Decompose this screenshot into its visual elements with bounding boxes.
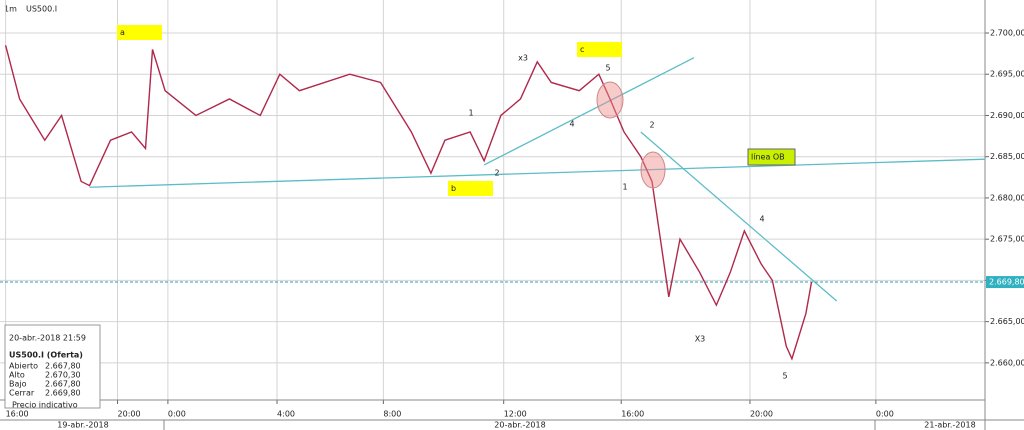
x-tick-label: 0:00 [876, 410, 894, 419]
info-key: Bajo [9, 380, 27, 389]
date-label: 21-abr.-2018 [924, 421, 975, 430]
x-tick-label: 20:00 [118, 410, 141, 419]
trendline [640, 131, 838, 302]
x-tick-label: 8:00 [383, 410, 401, 419]
trendline [89, 158, 986, 188]
label-box [117, 25, 162, 40]
wave-label: x3 [518, 54, 528, 63]
info-key: Alto [9, 371, 25, 380]
symbol: US500.I [26, 5, 57, 14]
x-tick-label: 16:00 [621, 410, 644, 419]
wave-label: X3 [695, 335, 706, 344]
highlight [596, 81, 624, 119]
y-tick-label: 2.685,00 [990, 152, 1024, 161]
box-label: c [580, 45, 584, 54]
wave-label: 2 [649, 121, 654, 130]
y-tick-label: 2.700,00 [990, 28, 1024, 37]
y-tick-label: 2.665,00 [990, 317, 1024, 326]
trendline [483, 57, 695, 166]
wave-label: 5 [782, 372, 787, 381]
info-note: Precio indicativo [12, 401, 78, 410]
x-tick-label: 20:00 [750, 410, 773, 419]
wave-label: 2 [494, 169, 499, 178]
info-value: 2.669,80 [45, 389, 81, 398]
x-tick-label: 12:00 [504, 410, 527, 419]
wave-label: 4 [759, 215, 764, 224]
timeframe: 1m [4, 5, 17, 14]
info-datetime: 20-abr.-2018 21:59 [9, 334, 86, 343]
box-label: b [451, 184, 456, 193]
y-tick-label: 2.690,00 [990, 111, 1024, 120]
price-box [986, 276, 1024, 289]
x-tick-label: 0:00 [168, 410, 186, 419]
y-tick-label: 2.675,00 [990, 235, 1024, 244]
y-tick-label: 2.695,00 [990, 70, 1024, 79]
info-key: Abierto [9, 362, 38, 371]
info-value: 2.670,30 [45, 371, 81, 380]
label-box [577, 42, 622, 57]
highlight [640, 151, 666, 189]
price-label: 2.669,80 [989, 278, 1024, 287]
x-tick-label: 16:00 [6, 410, 29, 419]
info-box [4, 324, 101, 409]
wave-label: 1 [622, 183, 627, 192]
info-title: US500.I (Oferta) [9, 351, 83, 360]
wave-label: 1 [468, 109, 473, 118]
date-label: 19-abr.-2018 [57, 421, 108, 430]
x-tick-label: 4:00 [277, 410, 295, 419]
box-label: línea OB [751, 153, 785, 162]
y-tick-label: 2.660,00 [990, 358, 1024, 367]
price-line [4, 45, 813, 361]
date-label: 20-abr.-2018 [494, 421, 545, 430]
wave-label: 5 [605, 64, 610, 73]
wave-label: 4 [569, 120, 574, 129]
y-tick-label: 2.680,00 [990, 193, 1024, 202]
info-key: Cerrar [9, 389, 35, 398]
info-value: 2.667,80 [45, 362, 81, 371]
label-box [448, 181, 493, 196]
box-label: a [120, 28, 125, 37]
info-value: 2.667,80 [45, 380, 81, 389]
label-box [747, 148, 796, 166]
